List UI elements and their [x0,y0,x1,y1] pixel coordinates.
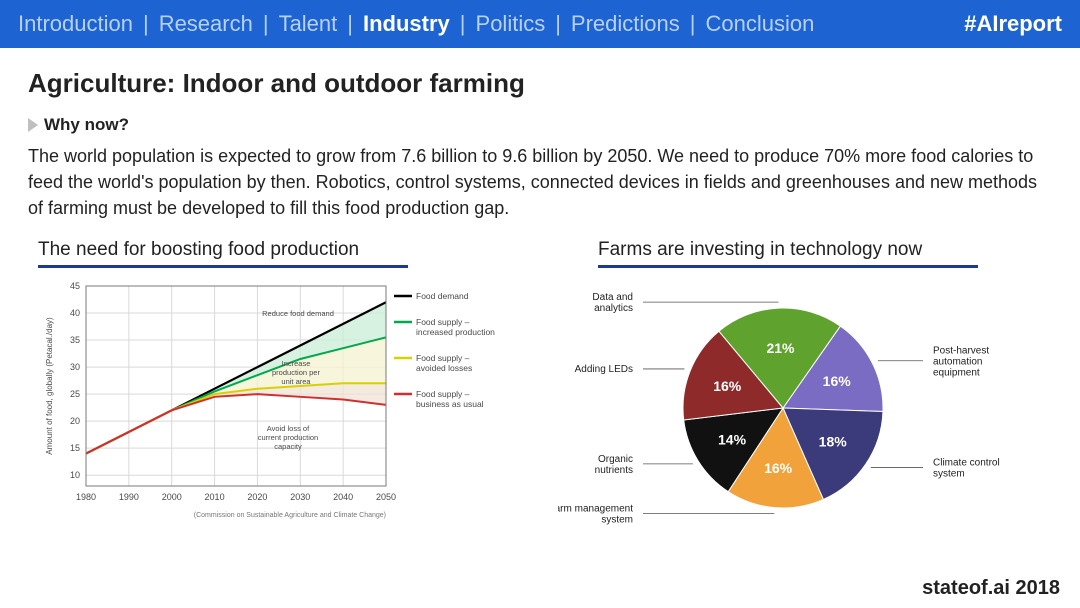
right-chart-title: Farms are investing in technology now [598,239,978,268]
triangle-icon [28,118,38,132]
svg-text:2040: 2040 [333,492,353,502]
svg-text:2050: 2050 [376,492,396,502]
svg-text:15: 15 [70,443,80,453]
svg-text:business as usual: business as usual [416,399,484,409]
svg-text:25: 25 [70,389,80,399]
nav-separator: | [555,11,561,37]
svg-text:16%: 16% [823,374,852,390]
svg-text:14%: 14% [718,432,747,448]
svg-text:10: 10 [70,470,80,480]
hashtag: #AIreport [964,11,1062,37]
svg-text:Food supply –: Food supply – [416,317,470,327]
svg-text:1990: 1990 [119,492,139,502]
svg-text:automation: automation [933,357,982,368]
nav-tab-politics[interactable]: Politics [476,11,546,37]
svg-text:Organic: Organic [598,454,633,465]
nav-tab-introduction[interactable]: Introduction [18,11,133,37]
slide-content: Agriculture: Indoor and outdoor farming … [0,48,1080,533]
nav-separator: | [263,11,269,37]
body-paragraph: The world population is expected to grow… [28,143,1048,221]
svg-text:45: 45 [70,281,80,291]
svg-text:Farm management: Farm management [558,504,633,515]
pie-chart: 16% Post-harvestautomationequipment 18% Cli… [558,278,1028,533]
nav-separator: | [690,11,696,37]
nav-separator: | [460,11,466,37]
svg-text:Food supply –: Food supply – [416,389,470,399]
svg-text:current production: current production [258,433,318,442]
svg-text:21%: 21% [766,340,795,356]
svg-text:1980: 1980 [76,492,96,502]
svg-text:Food demand: Food demand [416,291,469,301]
svg-text:increased production: increased production [416,327,495,337]
svg-text:2010: 2010 [205,492,225,502]
svg-text:(Commission on Sustainable Agr: (Commission on Sustainable Agriculture a… [194,512,386,519]
svg-text:equipment: equipment [933,368,980,379]
nav-tabs: Introduction | Research | Talent | Industry | Po… [18,11,814,37]
svg-text:Climate control: Climate control [933,458,1000,469]
svg-text:nutrients: nutrients [595,465,633,476]
nav-tab-research[interactable]: Research [159,11,253,37]
svg-text:30: 30 [70,362,80,372]
svg-text:analytics: analytics [594,303,633,314]
footer-credit: stateof.ai 2018 [922,577,1060,600]
svg-text:Avoid loss of: Avoid loss of [267,424,310,433]
svg-text:18%: 18% [819,434,848,450]
svg-text:system: system [601,515,633,526]
svg-text:Increase: Increase [282,359,311,368]
nav-tab-conclusion[interactable]: Conclusion [705,11,814,37]
svg-text:2000: 2000 [162,492,182,502]
top-nav-bar: Introduction | Research | Talent | Industry | Po… [0,0,1080,48]
left-chart-column: The need for boosting food production 10… [38,239,498,533]
svg-text:Post-harvest: Post-harvest [933,346,989,357]
line-chart: 10 15 20 25 30 35 40 45 1980 1990 2000 2010 2020 2030… [38,276,498,526]
svg-text:2030: 2030 [290,492,310,502]
svg-text:40: 40 [70,308,80,318]
subhead: Why now? [28,115,1052,135]
nav-separator: | [347,11,353,37]
left-chart-title: The need for boosting food production [38,239,408,268]
svg-text:Food supply –: Food supply – [416,353,470,363]
nav-tab-industry[interactable]: Industry [363,11,450,37]
nav-tab-predictions[interactable]: Predictions [571,11,680,37]
svg-text:Amount of food, globally (Peta: Amount of food, globally (Petacal./day) [45,317,54,455]
nav-separator: | [143,11,149,37]
svg-text:16%: 16% [713,378,742,394]
svg-text:Data and: Data and [592,292,633,303]
svg-text:system: system [933,469,965,480]
svg-text:avoided losses: avoided losses [416,363,472,373]
nav-tab-talent[interactable]: Talent [279,11,338,37]
svg-text:Reduce food demand: Reduce food demand [262,309,334,318]
svg-text:Adding LEDs: Adding LEDs [575,364,633,375]
svg-text:production per: production per [272,368,320,377]
subhead-text: Why now? [44,115,129,135]
svg-text:2020: 2020 [247,492,267,502]
svg-text:unit area: unit area [281,377,311,386]
page-title: Agriculture: Indoor and outdoor farming [28,68,1052,99]
right-chart-column: Farms are investing in technology now 16… [558,239,1028,533]
svg-text:capacity: capacity [274,442,302,451]
svg-text:16%: 16% [764,460,793,476]
svg-text:20: 20 [70,416,80,426]
svg-text:35: 35 [70,335,80,345]
